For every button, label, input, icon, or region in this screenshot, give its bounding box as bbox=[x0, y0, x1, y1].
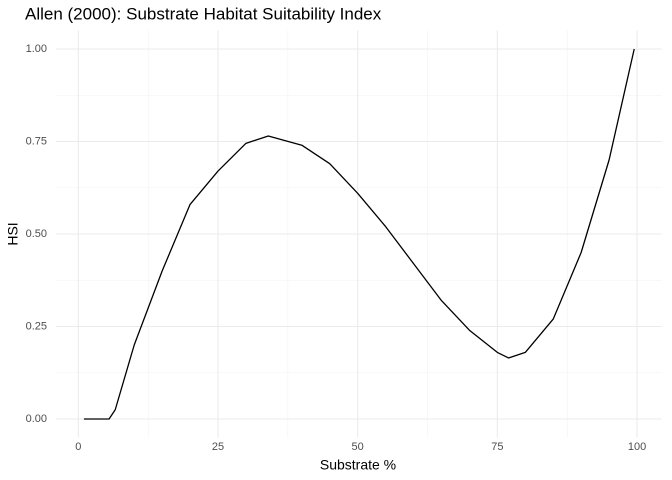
y-tick-label: 0.50 bbox=[26, 228, 47, 240]
x-axis-title: Substrate % bbox=[320, 457, 396, 473]
y-tick-label: 0.75 bbox=[26, 135, 47, 147]
line bbox=[83, 48, 635, 420]
x-tick-label: 0 bbox=[75, 441, 81, 453]
x-tick-label: 50 bbox=[352, 441, 364, 453]
x-tick-label: 75 bbox=[491, 441, 503, 453]
y-tick-label: 1.00 bbox=[26, 43, 47, 55]
y-axis-title: HSI bbox=[5, 222, 21, 245]
x-tick-label: 100 bbox=[628, 441, 646, 453]
y-tick-label: 0.25 bbox=[26, 320, 47, 332]
y-tick-label: 0.00 bbox=[26, 413, 47, 425]
chart-title: Allen (2000): Substrate Habitat Suitabil… bbox=[25, 4, 382, 23]
x-tick-label: 25 bbox=[212, 441, 224, 453]
